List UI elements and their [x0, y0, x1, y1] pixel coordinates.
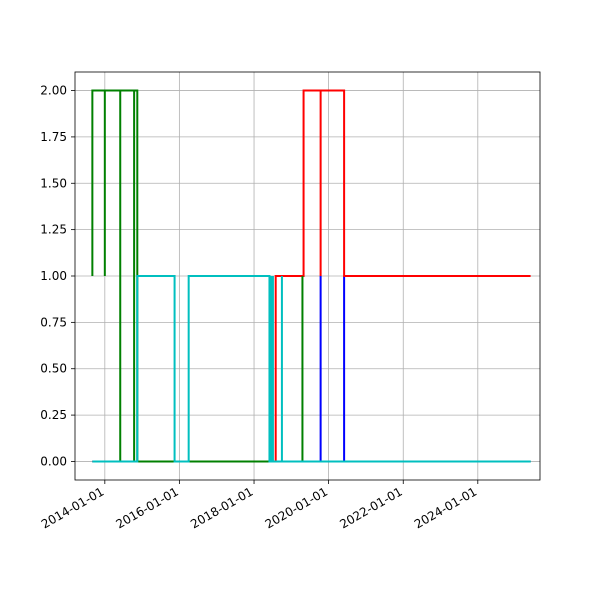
y-tick-label: 0.25 [40, 408, 67, 422]
y-tick-label: 0.00 [40, 454, 67, 468]
series-line-3 [91, 89, 531, 463]
series-layer [91, 89, 531, 463]
y-tick-label: 2.00 [40, 84, 67, 98]
y-tick-label: 1.75 [40, 130, 67, 144]
y-tick-label: 1.50 [40, 176, 67, 190]
y-tick-label: 0.50 [40, 362, 67, 376]
series-line-2 [92, 89, 531, 463]
y-tick-label: 1.25 [40, 223, 67, 237]
y-tick-label: 0.75 [40, 315, 67, 329]
series-line-4 [92, 275, 531, 463]
y-tick-label: 1.00 [40, 269, 67, 283]
